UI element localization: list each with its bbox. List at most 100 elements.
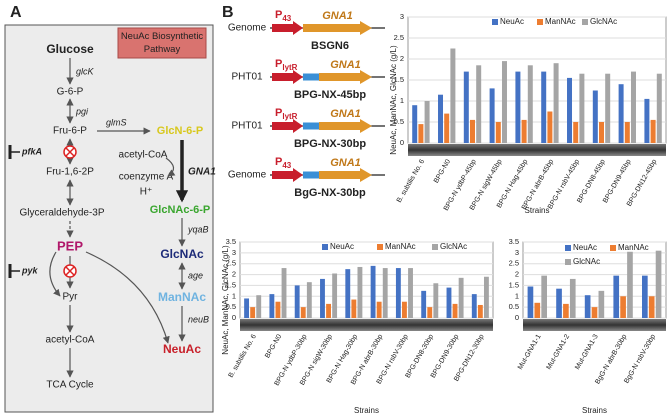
bar <box>275 301 281 318</box>
bar <box>408 268 413 318</box>
x-tick-label: BPG-DN9-45bp <box>602 158 633 204</box>
node: PEP <box>57 238 83 253</box>
x-axis-label: Strains <box>582 406 607 415</box>
x-tick-label: BPG-DN8-30bp <box>405 333 436 379</box>
bar <box>376 301 382 318</box>
bar <box>444 113 450 143</box>
locus: PHT01 <box>231 121 263 132</box>
bar <box>450 48 456 143</box>
panel-label: B <box>222 4 234 21</box>
promoter-name: P <box>275 107 282 119</box>
promoter-subscript: lytR <box>282 63 297 72</box>
bar <box>650 119 656 143</box>
gene <box>303 21 372 35</box>
x-tick-label: BPG-N0 <box>264 333 283 359</box>
promoter <box>272 21 303 35</box>
bar <box>269 294 275 318</box>
legend-swatch <box>582 19 588 25</box>
gene-label: GNA1 <box>330 108 361 120</box>
gene-label: GNA1 <box>330 59 361 71</box>
bar <box>627 251 633 318</box>
bar <box>541 71 547 143</box>
y-tick-label: 2 <box>515 270 519 279</box>
gene <box>319 70 372 84</box>
bar <box>547 111 553 143</box>
y-tick-label: 2 <box>232 270 236 279</box>
gel-image <box>408 144 666 156</box>
bar <box>320 278 325 318</box>
node: Pyr <box>63 292 79 303</box>
promoter-label: P43 <box>275 156 292 170</box>
panel-label: A <box>10 4 22 21</box>
bar <box>402 301 407 318</box>
bar <box>418 124 424 143</box>
enzyme: glcK <box>76 66 95 76</box>
bar <box>656 73 662 143</box>
x-tick-label: Mut-GNA1-1 <box>517 333 543 371</box>
bar <box>620 296 626 318</box>
bar <box>624 122 630 143</box>
bar <box>556 288 562 318</box>
y-tick-label: 3 <box>515 248 519 257</box>
y-tick-label: 0.5 <box>226 302 236 311</box>
y-tick-label: 1 <box>515 291 519 300</box>
legend-label: ManNAc <box>545 17 576 26</box>
legend-swatch <box>565 245 571 251</box>
bar <box>501 61 507 143</box>
x-tick-label: BPG-DN9-30bp <box>430 333 461 379</box>
bar <box>618 84 624 143</box>
y-tick-label: 0.5 <box>509 302 519 311</box>
y-axis-label: NeuAc, ManNAc, GlcNAc (g/L) <box>221 245 230 355</box>
bar <box>592 90 598 143</box>
gel-image <box>240 319 493 331</box>
y-tick-label: 1.5 <box>226 280 236 289</box>
enzyme: glmS <box>106 117 127 127</box>
y-tick-label: 1.5 <box>394 75 404 84</box>
strain-name: BgG-NX-30bp <box>294 187 366 199</box>
legend-swatch <box>492 19 498 25</box>
x-axis-label: Strains <box>525 206 550 215</box>
promoter-label: P43 <box>275 9 292 23</box>
bar <box>648 296 655 318</box>
promoter-label: PlytR <box>275 107 298 121</box>
locus: Genome <box>228 170 267 181</box>
promoter-subscript: 43 <box>282 14 291 23</box>
bar <box>483 276 489 318</box>
legend-swatch <box>565 259 571 265</box>
bar <box>438 94 444 143</box>
y-tick-label: 3.5 <box>509 237 519 246</box>
bar <box>521 119 527 143</box>
enzyme: pyk <box>21 265 39 275</box>
bar <box>567 77 573 143</box>
enzyme: yqaB <box>187 224 209 234</box>
strain-name: BSGN6 <box>311 40 349 52</box>
promoter-subscript: lytR <box>282 112 297 121</box>
promoter-subscript: 43 <box>282 161 291 170</box>
node: H⁺ <box>140 187 153 198</box>
promoter-name: P <box>275 156 282 168</box>
legend-label: NeuAc <box>330 242 354 251</box>
promoter-name: P <box>275 9 282 21</box>
y-tick-label: 0 <box>232 313 236 322</box>
y-tick-label: 1 <box>400 96 404 105</box>
bar <box>584 295 591 318</box>
bar <box>332 273 338 318</box>
bar <box>250 307 256 318</box>
legend-label: NeuAc <box>573 243 597 252</box>
bar <box>599 122 604 143</box>
gel-image <box>523 319 666 331</box>
bar <box>630 71 636 143</box>
bar <box>527 286 534 318</box>
node: GlcNAc <box>160 247 204 261</box>
node: GlcNAc-6-P <box>150 204 211 216</box>
bar <box>470 119 475 143</box>
bar <box>489 88 495 143</box>
spacer <box>303 122 319 130</box>
y-tick-label: 2.5 <box>394 33 404 42</box>
bar <box>591 307 598 318</box>
bar <box>527 65 533 143</box>
node: Fru-1,6-2P <box>46 167 94 178</box>
bar <box>244 298 250 318</box>
bar <box>306 282 312 318</box>
